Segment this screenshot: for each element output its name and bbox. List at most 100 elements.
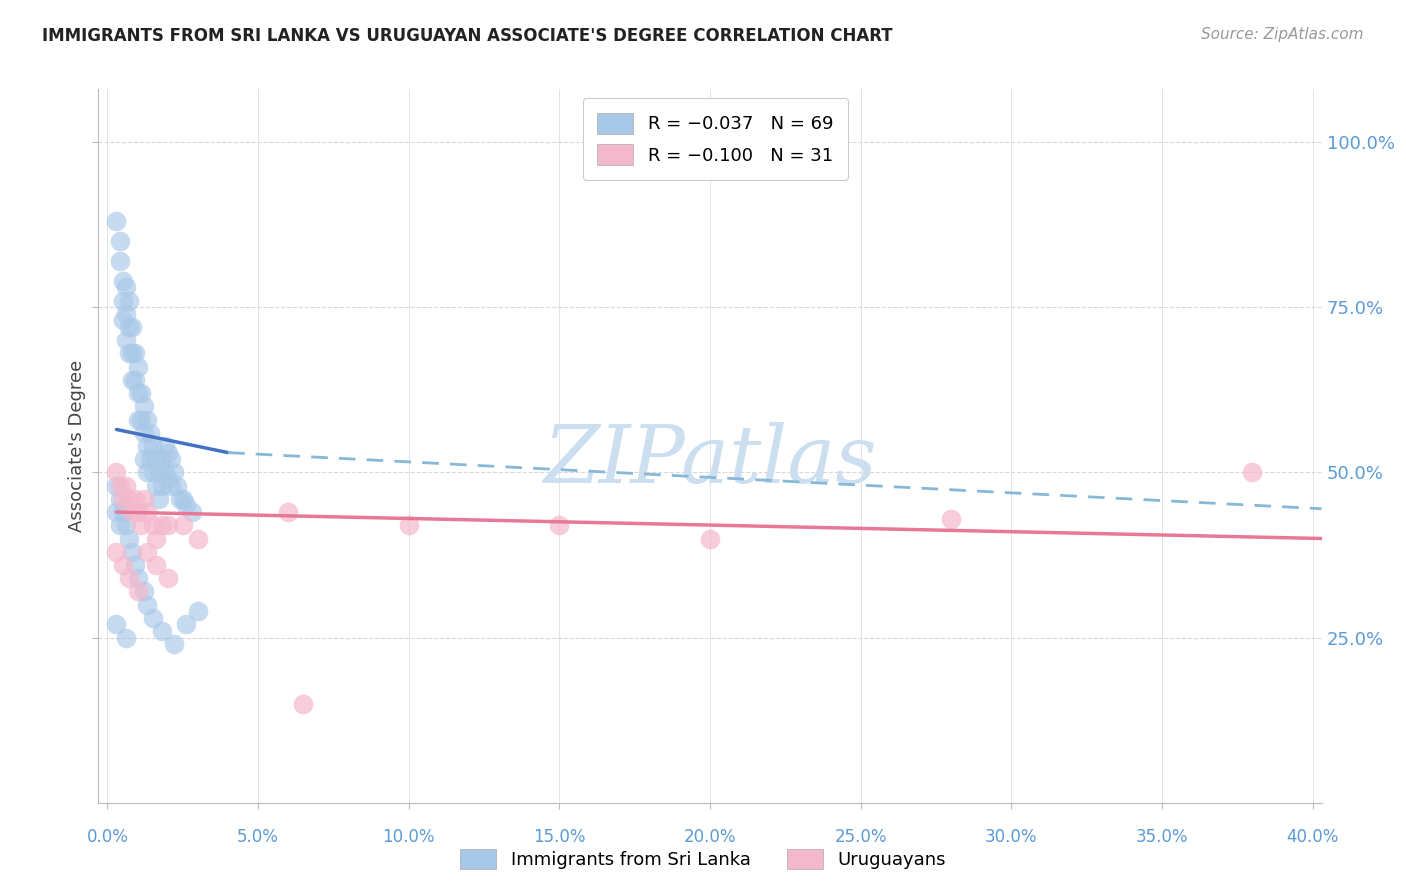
Point <box>169 491 191 506</box>
Point <box>114 280 136 294</box>
Point <box>129 386 152 401</box>
Point <box>135 505 157 519</box>
Text: 40.0%: 40.0% <box>1286 828 1339 846</box>
Point <box>180 505 202 519</box>
Point <box>174 617 197 632</box>
Point <box>108 478 131 492</box>
Point <box>132 452 155 467</box>
Point <box>153 439 176 453</box>
Point <box>150 452 173 467</box>
Point <box>114 631 136 645</box>
Point <box>111 491 134 506</box>
Text: 10.0%: 10.0% <box>382 828 434 846</box>
Point <box>398 518 420 533</box>
Point <box>117 320 139 334</box>
Point <box>124 558 146 572</box>
Point <box>105 478 128 492</box>
Point <box>129 412 152 426</box>
Point <box>132 425 155 440</box>
Text: 25.0%: 25.0% <box>834 828 887 846</box>
Point <box>127 571 149 585</box>
Point <box>135 439 157 453</box>
Point <box>187 532 209 546</box>
Point <box>121 545 143 559</box>
Point <box>148 466 170 480</box>
Point <box>150 624 173 638</box>
Y-axis label: Associate's Degree: Associate's Degree <box>67 359 86 533</box>
Point <box>114 307 136 321</box>
Point <box>105 214 128 228</box>
Text: 35.0%: 35.0% <box>1136 828 1188 846</box>
Point <box>105 505 128 519</box>
Point <box>132 400 155 414</box>
Point <box>124 346 146 360</box>
Point <box>142 439 165 453</box>
Point <box>187 604 209 618</box>
Point <box>153 466 176 480</box>
Point <box>145 558 167 572</box>
Point <box>135 466 157 480</box>
Point <box>117 293 139 308</box>
Point <box>121 346 143 360</box>
Point <box>145 478 167 492</box>
Point <box>127 584 149 599</box>
Point <box>135 598 157 612</box>
Point <box>111 313 134 327</box>
Text: IMMIGRANTS FROM SRI LANKA VS URUGUAYAN ASSOCIATE'S DEGREE CORRELATION CHART: IMMIGRANTS FROM SRI LANKA VS URUGUAYAN A… <box>42 27 893 45</box>
Legend: R = −0.037   N = 69, R = −0.100   N = 31: R = −0.037 N = 69, R = −0.100 N = 31 <box>583 98 848 179</box>
Point <box>138 452 160 467</box>
Point <box>145 452 167 467</box>
Point <box>548 518 571 533</box>
Text: 15.0%: 15.0% <box>533 828 586 846</box>
Point <box>150 478 173 492</box>
Point <box>132 491 155 506</box>
Point <box>166 478 188 492</box>
Point <box>156 445 179 459</box>
Point <box>127 505 149 519</box>
Point <box>114 518 136 533</box>
Point <box>111 558 134 572</box>
Text: 0.0%: 0.0% <box>87 828 128 846</box>
Point <box>142 466 165 480</box>
Point <box>124 491 146 506</box>
Point <box>132 584 155 599</box>
Point <box>108 518 131 533</box>
Point <box>277 505 299 519</box>
Point <box>108 491 131 506</box>
Point <box>159 478 181 492</box>
Point <box>108 234 131 248</box>
Point <box>127 386 149 401</box>
Text: 20.0%: 20.0% <box>683 828 737 846</box>
Point <box>292 697 315 711</box>
Point <box>138 425 160 440</box>
Point <box>939 511 962 525</box>
Point <box>172 491 194 506</box>
Point <box>163 637 186 651</box>
Point <box>111 274 134 288</box>
Point <box>129 518 152 533</box>
Point <box>142 518 165 533</box>
Point <box>148 491 170 506</box>
Point <box>145 532 167 546</box>
Point <box>121 320 143 334</box>
Point <box>142 611 165 625</box>
Point <box>127 412 149 426</box>
Point <box>156 472 179 486</box>
Point <box>699 532 721 546</box>
Text: ZIPatlas: ZIPatlas <box>543 422 877 499</box>
Point <box>150 518 173 533</box>
Point <box>105 466 128 480</box>
Point <box>135 412 157 426</box>
Point <box>135 545 157 559</box>
Point <box>172 518 194 533</box>
Point <box>127 359 149 374</box>
Point <box>124 373 146 387</box>
Point <box>121 373 143 387</box>
Point <box>117 346 139 360</box>
Point <box>114 478 136 492</box>
Point <box>121 505 143 519</box>
Point <box>156 571 179 585</box>
Point <box>111 293 134 308</box>
Point <box>108 254 131 268</box>
Point <box>111 505 134 519</box>
